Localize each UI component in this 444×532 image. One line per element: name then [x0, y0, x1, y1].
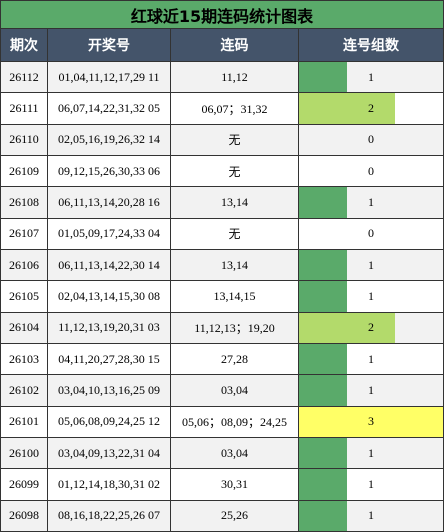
consecutive: 05,06；08,09；24,25 [171, 406, 299, 438]
header-cell: 连码 [171, 29, 299, 62]
count-bar [299, 250, 347, 281]
consecutive: 03,04 [171, 375, 299, 407]
count-cell: 1 [299, 500, 444, 532]
table-title: 红球近15期连码统计图表 [0, 0, 444, 29]
count-label: 1 [368, 257, 374, 272]
draw-numbers: 02,05,16,19,26,32 14 [48, 124, 171, 156]
period: 26098 [0, 500, 48, 532]
period: 26099 [0, 469, 48, 501]
count-bar [299, 93, 395, 124]
period: 26101 [0, 406, 48, 438]
draw-numbers: 05,06,08,09,24,25 12 [48, 406, 171, 438]
count-cell: 1 [299, 469, 444, 501]
consecutive: 11,12 [171, 62, 299, 94]
count-label: 1 [368, 351, 374, 366]
draw-numbers: 04,11,20,27,28,30 15 [48, 344, 171, 376]
count-label: 1 [368, 288, 374, 303]
period: 26111 [0, 93, 48, 125]
period: 26100 [0, 438, 48, 470]
count-bar [299, 438, 347, 469]
consecutive: 06,07；31,32 [171, 93, 299, 125]
count-cell: 3 [299, 406, 444, 438]
count-bar [299, 406, 443, 437]
count-cell: 0 [299, 124, 444, 156]
period: 26107 [0, 218, 48, 250]
count-label: 1 [368, 508, 374, 523]
count-cell: 1 [299, 62, 444, 94]
count-bar [299, 469, 347, 500]
count-label: 3 [368, 414, 374, 429]
count-bar [299, 312, 395, 343]
count-label: 2 [368, 100, 374, 115]
count-cell: 0 [299, 156, 444, 188]
draw-numbers: 03,04,09,13,22,31 04 [48, 438, 171, 470]
period: 26104 [0, 312, 48, 344]
period: 26105 [0, 281, 48, 313]
period: 26106 [0, 250, 48, 282]
consecutive: 03,04 [171, 438, 299, 470]
count-bar [299, 500, 347, 531]
draw-numbers: 11,12,13,19,20,31 03 [48, 312, 171, 344]
count-cell: 1 [299, 438, 444, 470]
count-label: 1 [368, 194, 374, 209]
consecutive: 无 [171, 156, 299, 188]
count-label: 0 [368, 226, 374, 241]
count-bar [299, 344, 347, 375]
header-cell: 期次 [0, 29, 48, 62]
count-cell: 1 [299, 250, 444, 282]
count-label: 0 [368, 163, 374, 178]
period: 26103 [0, 344, 48, 376]
count-label: 1 [368, 445, 374, 460]
consecutive: 30,31 [171, 469, 299, 501]
draw-numbers: 06,11,13,14,20,28 16 [48, 187, 171, 219]
count-cell: 1 [299, 187, 444, 219]
consecutive: 27,28 [171, 344, 299, 376]
count-cell: 0 [299, 218, 444, 250]
draw-numbers: 01,05,09,17,24,33 04 [48, 218, 171, 250]
count-bar [299, 375, 347, 406]
count-cell: 1 [299, 281, 444, 313]
consecutive: 13,14 [171, 250, 299, 282]
consecutive: 无 [171, 218, 299, 250]
draw-numbers: 06,11,13,14,22,30 14 [48, 250, 171, 282]
count-bar [299, 62, 347, 93]
header-cell: 连号组数 [299, 29, 444, 62]
count-cell: 1 [299, 375, 444, 407]
draw-numbers: 09,12,15,26,30,33 06 [48, 156, 171, 188]
period: 26108 [0, 187, 48, 219]
header-cell: 开奖号 [48, 29, 171, 62]
count-label: 1 [368, 476, 374, 491]
count-cell: 1 [299, 344, 444, 376]
draw-numbers: 03,04,10,13,16,25 09 [48, 375, 171, 407]
count-label: 1 [368, 382, 374, 397]
draw-numbers: 08,16,18,22,25,26 07 [48, 500, 171, 532]
count-bar [299, 281, 347, 312]
period: 26109 [0, 156, 48, 188]
period: 26112 [0, 62, 48, 94]
count-label: 1 [368, 69, 374, 84]
consecutive: 13,14 [171, 187, 299, 219]
count-cell: 2 [299, 93, 444, 125]
count-label: 0 [368, 132, 374, 147]
draw-numbers: 06,07,14,22,31,32 05 [48, 93, 171, 125]
draw-numbers: 01,04,11,12,17,29 11 [48, 62, 171, 94]
consecutive: 25,26 [171, 500, 299, 532]
draw-numbers: 01,12,14,18,30,31 02 [48, 469, 171, 501]
consecutive: 无 [171, 124, 299, 156]
consecutive: 13,14,15 [171, 281, 299, 313]
count-bar [299, 187, 347, 218]
draw-numbers: 02,04,13,14,15,30 08 [48, 281, 171, 313]
period: 26110 [0, 124, 48, 156]
count-label: 2 [368, 320, 374, 335]
period: 26102 [0, 375, 48, 407]
consecutive: 11,12,13；19,20 [171, 312, 299, 344]
count-cell: 2 [299, 312, 444, 344]
